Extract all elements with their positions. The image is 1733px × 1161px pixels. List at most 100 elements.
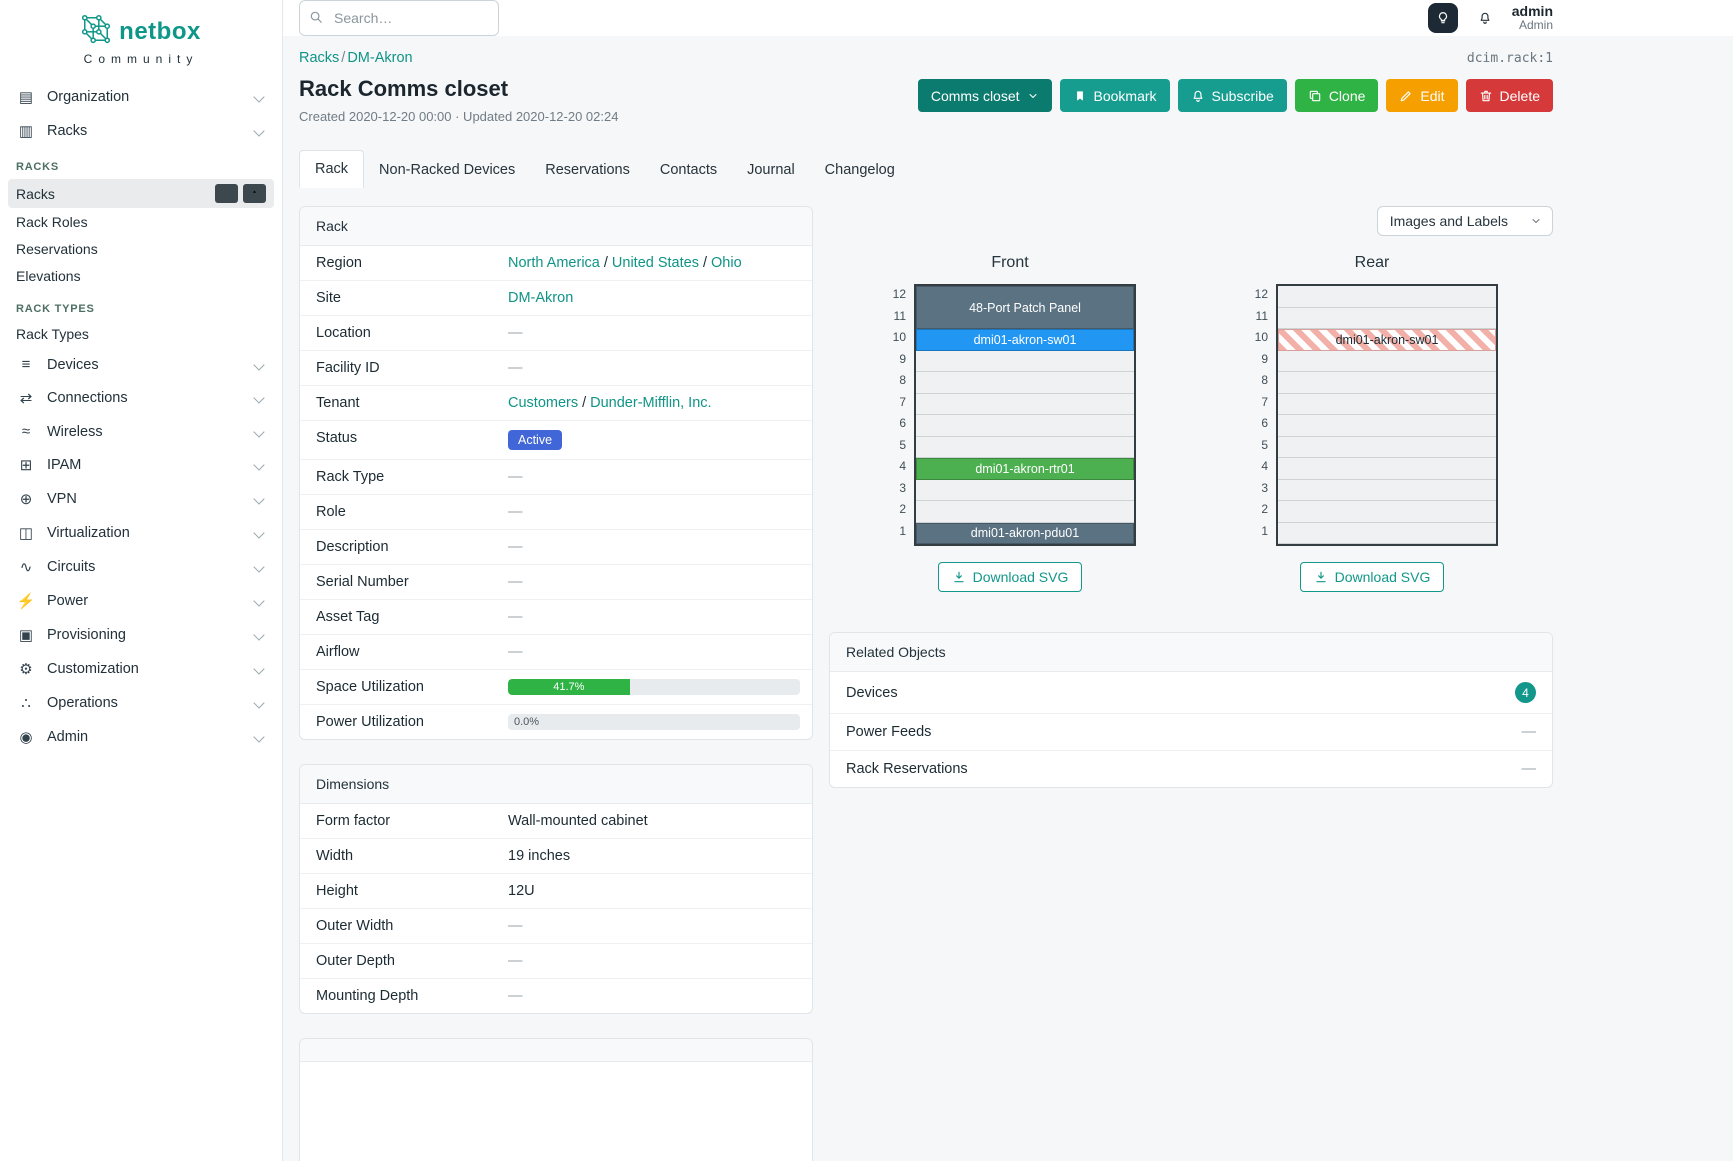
sidebar-item-racks[interactable]: ▥ Racks: [0, 114, 282, 148]
related-row-devices[interactable]: Devices 4: [830, 672, 1552, 714]
link-dm-akron[interactable]: DM-Akron: [508, 290, 574, 306]
download-icon: [1314, 570, 1328, 584]
next-card-partial: [299, 1038, 813, 1161]
empty-value: —: [508, 539, 523, 555]
field-value: Wall-mounted cabinet: [504, 804, 812, 838]
text-value: 12U: [508, 883, 535, 899]
tab-rack[interactable]: Rack: [299, 150, 365, 188]
sidebar-item-label: Rack Roles: [16, 214, 88, 230]
add-button[interactable]: [215, 184, 238, 203]
count-badge: 4: [1515, 682, 1536, 703]
chevron-down-icon: [253, 697, 265, 709]
comms-closet-button[interactable]: Comms closet: [917, 79, 1052, 112]
rack-device-dmi01-akron-pdu01[interactable]: dmi01-akron-pdu01: [916, 522, 1134, 544]
sidebar-item-customization[interactable]: ⚙ Customization: [0, 652, 282, 686]
download-svg-front-button[interactable]: Download SVG: [937, 562, 1083, 592]
rack-unit-slot[interactable]: [916, 479, 1134, 501]
field-label: Facility ID: [316, 360, 380, 376]
bookmark-button[interactable]: Bookmark: [1059, 79, 1170, 112]
rack-unit-slot[interactable]: [916, 350, 1134, 372]
images-labels-select[interactable]: Images and Labels: [1376, 206, 1553, 236]
sidebar-item-rack-types[interactable]: Rack Types: [8, 321, 274, 347]
sidebar-item-admin[interactable]: ◉ Admin: [0, 720, 282, 754]
rack-unit-slot[interactable]: [916, 436, 1134, 458]
tab-changelog[interactable]: Changelog: [824, 162, 895, 178]
notifications-button[interactable]: [1472, 5, 1498, 31]
sidebar-item-virtualization[interactable]: ◫ Virtualization: [0, 516, 282, 550]
rack-unit-slot[interactable]: [1278, 501, 1496, 523]
sidebar-item-power[interactable]: ⚡ Power: [0, 584, 282, 618]
unit-number: 11: [1255, 308, 1268, 323]
sidebar-item-operations[interactable]: ∴ Operations: [0, 686, 282, 720]
rack-unit-slot[interactable]: [916, 501, 1134, 523]
link-customers[interactable]: Customers: [508, 395, 579, 411]
rack-frame-front: 48-Port Patch Panel dmi01-akron-sw01 dmi01…: [914, 284, 1136, 546]
tab-reservations[interactable]: Reservations: [545, 162, 630, 178]
field-label: Power Utilization: [316, 714, 424, 730]
empty-value: —: [508, 609, 523, 625]
clone-button[interactable]: Clone: [1294, 79, 1379, 112]
rack-unit-slot[interactable]: [1278, 458, 1496, 480]
netbox-logo[interactable]: netbox Community: [0, 0, 282, 76]
sidebar-item-rack-roles[interactable]: Rack Roles: [8, 209, 274, 235]
delete-button[interactable]: Delete: [1465, 79, 1553, 112]
sidebar-item-label: Elevations: [16, 268, 81, 284]
link-ohio[interactable]: Ohio: [711, 255, 742, 271]
tab-contacts[interactable]: Contacts: [659, 162, 718, 178]
link-dunder-mifflin-inc[interactable]: Dunder-Mifflin, Inc.: [590, 395, 712, 411]
rack-unit-slot[interactable]: [1278, 415, 1496, 437]
progress-value: 0.0%: [514, 715, 540, 728]
field-label: Role: [316, 504, 346, 520]
rack-device-dmi01-akron-sw01[interactable]: dmi01-akron-sw01: [916, 329, 1134, 351]
link-north-america[interactable]: North America: [508, 255, 600, 271]
rack-device-48-port-patch-panel[interactable]: 48-Port Patch Panel: [916, 286, 1134, 329]
sidebar-item-circuits[interactable]: ∿ Circuits: [0, 550, 282, 584]
rack-unit-slot[interactable]: [916, 372, 1134, 394]
unit-number: 5: [1261, 437, 1268, 452]
rack-unit-slot[interactable]: [1278, 372, 1496, 394]
sidebar-item-wireless[interactable]: ≈ Wireless: [0, 415, 282, 448]
download-svg-rear-button[interactable]: Download SVG: [1299, 562, 1445, 592]
sidebar-item-reservations[interactable]: Reservations: [8, 236, 274, 262]
breadcrumb-separator: /: [341, 50, 346, 66]
sidebar-item-racks[interactable]: Racks: [8, 179, 274, 208]
breadcrumb-link-racks[interactable]: Racks: [299, 50, 340, 66]
import-button[interactable]: [243, 184, 266, 203]
field-row-asset-tag: Asset Tag —: [300, 600, 812, 635]
tab-journal[interactable]: Journal: [747, 162, 795, 178]
sidebar-item-provisioning[interactable]: ▣ Provisioning: [0, 618, 282, 652]
rack-unit-slot[interactable]: [1278, 286, 1496, 308]
button-label: Edit: [1420, 87, 1445, 104]
sidebar-item-ipam[interactable]: ⊞ IPAM: [0, 448, 282, 482]
rack-unit-slot[interactable]: [1278, 307, 1496, 329]
sidebar-item-connections[interactable]: ⇄ Connections: [0, 381, 282, 415]
related-row-rack-reservations[interactable]: Rack Reservations —: [830, 751, 1552, 787]
field-label: Status: [316, 430, 358, 446]
search-input[interactable]: [299, 0, 499, 36]
rack-unit-slot[interactable]: [1278, 436, 1496, 458]
global-search: [299, 0, 499, 36]
breadcrumb-link-dm-akron[interactable]: DM-Akron: [347, 50, 413, 66]
rack-unit-slot[interactable]: [1278, 522, 1496, 544]
user-role: Admin: [1518, 18, 1553, 33]
sidebar-item-elevations[interactable]: Elevations: [8, 263, 274, 289]
link-united-states[interactable]: United States: [611, 255, 699, 271]
sidebar-item-organization[interactable]: ▤ Organization: [0, 80, 282, 114]
related-row-power-feeds[interactable]: Power Feeds —: [830, 714, 1552, 751]
edit-button[interactable]: Edit: [1386, 79, 1458, 112]
rack-device-dmi01-akron-sw01[interactable]: dmi01-akron-sw01: [1278, 329, 1496, 351]
sidebar-item-vpn[interactable]: ⊕ VPN: [0, 482, 282, 516]
theme-toggle-button[interactable]: [1427, 3, 1458, 33]
tab-non-racked-devices[interactable]: Non-Racked Devices: [379, 162, 516, 178]
subscribe-button[interactable]: Subscribe: [1177, 79, 1287, 112]
rack-device-dmi01-akron-rtr01[interactable]: dmi01-akron-rtr01: [916, 458, 1134, 480]
chevron-down-icon: [253, 595, 265, 607]
field-value: DM-Akron: [504, 281, 812, 315]
rack-unit-slot[interactable]: [1278, 479, 1496, 501]
rack-unit-slot[interactable]: [916, 393, 1134, 415]
rack-unit-slot[interactable]: [1278, 350, 1496, 372]
rack-unit-slot[interactable]: [916, 415, 1134, 437]
rack-unit-slot[interactable]: [1278, 393, 1496, 415]
user-menu[interactable]: admin Admin: [1512, 3, 1553, 33]
sidebar-item-devices[interactable]: ≡ Devices: [0, 348, 282, 381]
